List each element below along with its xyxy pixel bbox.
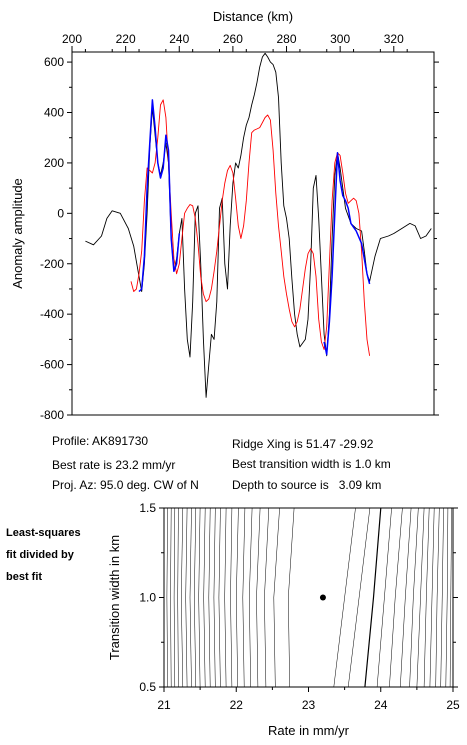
profile-series-0-line bbox=[85, 52, 432, 398]
profile-plot-frame bbox=[71, 51, 435, 416]
contour-line-24 bbox=[347, 508, 371, 687]
profile-x-tick-label: 260 bbox=[223, 32, 243, 46]
profile-y-tick-label: -200 bbox=[40, 257, 64, 271]
depth-to-source-label: Depth to source is 3.09 km bbox=[232, 478, 382, 492]
fit-description: Least-squares fit divided by best fit bbox=[6, 522, 106, 588]
best-rate-label: Best rate is 23.2 mm/yr bbox=[52, 458, 176, 472]
contour-y-tick-label: 0.5 bbox=[139, 680, 156, 694]
profile-y-tick-label: 400 bbox=[44, 106, 64, 120]
profile-label: Profile: AK891730 bbox=[52, 434, 149, 448]
fit-description-line-1: Least-squares bbox=[6, 527, 81, 539]
contour-line-27 bbox=[389, 508, 403, 687]
profile-y-tick-label: 600 bbox=[44, 55, 64, 69]
ridge-crossing-label: Ridge Xing is 51.47 -29.92 bbox=[232, 437, 374, 451]
contour-line-31 bbox=[423, 508, 430, 687]
contour-line-8 bbox=[194, 508, 197, 687]
best-fit-point bbox=[319, 594, 326, 601]
contour-x-tick-label: 25 bbox=[446, 698, 460, 712]
contour-line-12 bbox=[213, 508, 216, 687]
contour-line-13 bbox=[218, 508, 221, 687]
profile-series-1-line bbox=[138, 99, 371, 356]
profile-x-axis-title: Distance (km) bbox=[213, 9, 293, 24]
contour-line-5 bbox=[181, 508, 184, 687]
contour-line-19 bbox=[256, 508, 261, 687]
contour-line-3 bbox=[173, 508, 176, 687]
best-transition-width-label: Best transition width is 1.0 km bbox=[232, 457, 391, 471]
contour-line-6 bbox=[185, 508, 188, 687]
profile-y-tick-label: -400 bbox=[40, 307, 64, 321]
contour-line-2 bbox=[170, 508, 172, 687]
contour-x-tick-label: 23 bbox=[302, 698, 316, 712]
profile-y-tick-label: 200 bbox=[44, 156, 64, 170]
contour-line-9 bbox=[198, 508, 201, 687]
contour-line-4 bbox=[177, 508, 179, 687]
contour-line-18 bbox=[249, 508, 253, 687]
contour-line-33 bbox=[435, 508, 440, 687]
contour-line-20 bbox=[264, 508, 270, 687]
profile-x-tick-label: 220 bbox=[116, 32, 136, 46]
contour-line-23 bbox=[333, 508, 356, 687]
profile-x-tick-label: 320 bbox=[384, 32, 404, 46]
contour-line-34 bbox=[440, 508, 444, 687]
contour-line-22 bbox=[288, 508, 295, 687]
contour-x-tick-label: 24 bbox=[374, 698, 388, 712]
contour-line-30 bbox=[416, 508, 425, 687]
projection-azimuth-label: Proj. Az: 95.0 deg. CW of N bbox=[52, 478, 199, 492]
contour-line-10 bbox=[203, 508, 206, 687]
contour-x-axis-title: Rate in mm/yr bbox=[268, 723, 350, 738]
contour-y-axis-title: Transition width in km bbox=[107, 535, 122, 660]
fit-description-line-2: fit divided by bbox=[6, 549, 74, 561]
contour-line-28 bbox=[400, 508, 412, 687]
contour-line-26 bbox=[376, 508, 392, 687]
contour-x-tick-label: 22 bbox=[230, 698, 244, 712]
profile-x-tick-label: 200 bbox=[62, 32, 82, 46]
contour-line-11 bbox=[208, 508, 211, 687]
profile-y-tick-label: 0 bbox=[57, 206, 64, 220]
contour-line-17 bbox=[242, 508, 246, 687]
profile-x-tick-label: 240 bbox=[169, 32, 189, 46]
contour-plot-frame bbox=[163, 507, 454, 688]
profile-y-tick-label: -600 bbox=[40, 358, 64, 372]
fit-description-line-3: best fit bbox=[6, 571, 43, 583]
contour-line-7 bbox=[189, 508, 192, 687]
contour-line-25 bbox=[364, 508, 382, 687]
contour-line-14 bbox=[224, 508, 227, 687]
contour-x-tick-label: 21 bbox=[157, 698, 171, 712]
contour-line-35 bbox=[445, 508, 449, 687]
contour-line-1 bbox=[166, 508, 168, 687]
contour-y-tick-label: 1.0 bbox=[139, 591, 156, 605]
contour-line-29 bbox=[409, 508, 419, 687]
contour-y-tick-label: 1.5 bbox=[139, 501, 156, 515]
profile-x-tick-label: 280 bbox=[277, 32, 297, 46]
contour-line-15 bbox=[230, 508, 233, 687]
contour-line-36 bbox=[449, 508, 452, 687]
contour-line-32 bbox=[429, 508, 435, 687]
profile-y-tick-label: -800 bbox=[40, 408, 64, 422]
contour-line-16 bbox=[236, 508, 239, 687]
profile-y-axis-title: Anomaly amplitude bbox=[10, 178, 25, 289]
contour-line-21 bbox=[273, 508, 280, 687]
profile-x-tick-label: 300 bbox=[330, 32, 350, 46]
